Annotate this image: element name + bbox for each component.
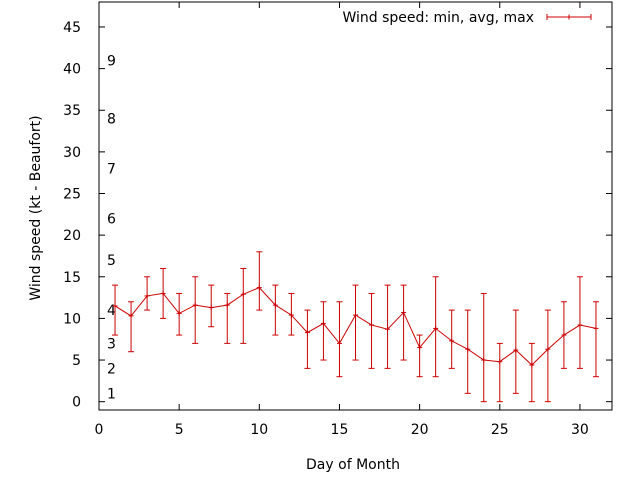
- avg-point-day-26: [513, 347, 519, 353]
- x-axis-label: Day of Month: [306, 457, 400, 473]
- avg-point-day-3: [144, 293, 150, 299]
- error-bar-day-11: [272, 284, 279, 336]
- y-tick-label-5: 5: [72, 353, 81, 369]
- avg-point-day-14: [320, 320, 326, 326]
- avg-point-day-18: [385, 326, 391, 332]
- avg-point-day-29: [561, 332, 567, 338]
- error-bar-day-15: [336, 301, 343, 378]
- y-tick-label-40: 40: [63, 62, 81, 78]
- error-bar-day-28: [544, 309, 551, 403]
- legend-series-label: Wind speed: min, avg, max: [342, 10, 534, 26]
- avg-point-day-31: [593, 325, 599, 331]
- y-tick-label-45: 45: [63, 20, 81, 36]
- y-tick-label-35: 35: [63, 103, 81, 119]
- error-bar-day-16: [352, 284, 359, 361]
- avg-point-day-24: [481, 357, 487, 363]
- error-bar-day-6: [192, 276, 199, 344]
- x-tick-label-15: 15: [331, 422, 349, 438]
- x-tick-label-10: 10: [250, 422, 268, 438]
- error-bar-day-19: [400, 284, 407, 361]
- x-tick-label-0: 0: [95, 422, 104, 438]
- avg-point-day-8: [224, 302, 230, 308]
- beaufort-label-9: 9: [107, 53, 116, 69]
- avg-point-day-16: [353, 312, 358, 318]
- error-bar-day-25: [496, 342, 503, 403]
- avg-point-day-25: [497, 359, 503, 365]
- error-bar-day-2: [128, 301, 135, 353]
- y-tick-label-25: 25: [63, 187, 81, 203]
- avg-point-day-23: [465, 346, 471, 352]
- error-bar-day-14: [320, 301, 327, 361]
- error-bar-day-10: [256, 251, 263, 311]
- beaufort-label-2: 2: [107, 361, 116, 377]
- error-bar-day-20: [416, 334, 423, 378]
- avg-point-day-7: [208, 305, 214, 311]
- avg-point-day-5: [176, 310, 182, 316]
- plot-frame: [98, 1, 613, 411]
- avg-point-day-20: [417, 345, 423, 351]
- avg-point-day-27: [529, 362, 535, 368]
- legend: Wind speed: min, avg, max: [342, 10, 592, 26]
- avg-point-day-15: [336, 340, 342, 346]
- avg-point-day-19: [401, 310, 407, 316]
- x-tick-label-25: 25: [491, 422, 509, 438]
- beaufort-label-4: 4: [107, 303, 116, 319]
- avg-point-day-2: [128, 313, 134, 319]
- beaufort-scale-labels: 1 2 3 4 5 6 7 8 9: [107, 53, 116, 402]
- error-bar-day-17: [368, 292, 375, 369]
- x-tick-label-20: 20: [411, 422, 429, 438]
- error-bar-day-24: [480, 292, 487, 403]
- avg-point-day-12: [288, 312, 294, 318]
- error-bar-day-27: [528, 342, 535, 403]
- error-bar-day-9: [240, 267, 247, 344]
- beaufort-label-3: 3: [107, 336, 116, 352]
- avg-point-day-9: [240, 291, 246, 297]
- beaufort-label-1: 1: [107, 386, 116, 402]
- beaufort-label-6: 6: [107, 211, 116, 227]
- y-tick-label-0: 0: [72, 395, 81, 411]
- legend-series-sample: [546, 14, 592, 20]
- error-bar-day-31: [592, 301, 599, 378]
- error-bar-day-8: [224, 292, 231, 344]
- error-bar-day-1: [112, 284, 119, 336]
- series-wind-speed: [112, 251, 599, 403]
- avg-point-day-30: [577, 322, 583, 328]
- avg-point-day-1: [112, 303, 118, 309]
- x-tick-label-30: 30: [571, 422, 589, 438]
- y-tick-label-10: 10: [63, 311, 81, 327]
- error-bar-day-13: [304, 309, 311, 369]
- avg-point-day-22: [449, 338, 455, 344]
- beaufort-label-7: 7: [107, 162, 116, 178]
- avg-point-day-21: [433, 325, 439, 331]
- avg-point-day-11: [272, 302, 278, 308]
- avg-point-day-13: [304, 330, 310, 336]
- y-tick-label-15: 15: [63, 270, 81, 286]
- avg-point-day-6: [192, 302, 198, 308]
- avg-point-day-10: [256, 285, 262, 291]
- y-tick-label-30: 30: [63, 145, 81, 161]
- beaufort-label-5: 5: [107, 253, 116, 269]
- avg-point-day-28: [545, 346, 551, 352]
- beaufort-label-8: 8: [107, 112, 116, 128]
- y-axis-label: Wind speed (kt - Beaufort): [28, 115, 44, 300]
- avg-point-day-4: [160, 290, 166, 296]
- x-tick-label-5: 5: [175, 422, 184, 438]
- y-tick-label-20: 20: [63, 228, 81, 244]
- avg-point-day-17: [369, 322, 375, 328]
